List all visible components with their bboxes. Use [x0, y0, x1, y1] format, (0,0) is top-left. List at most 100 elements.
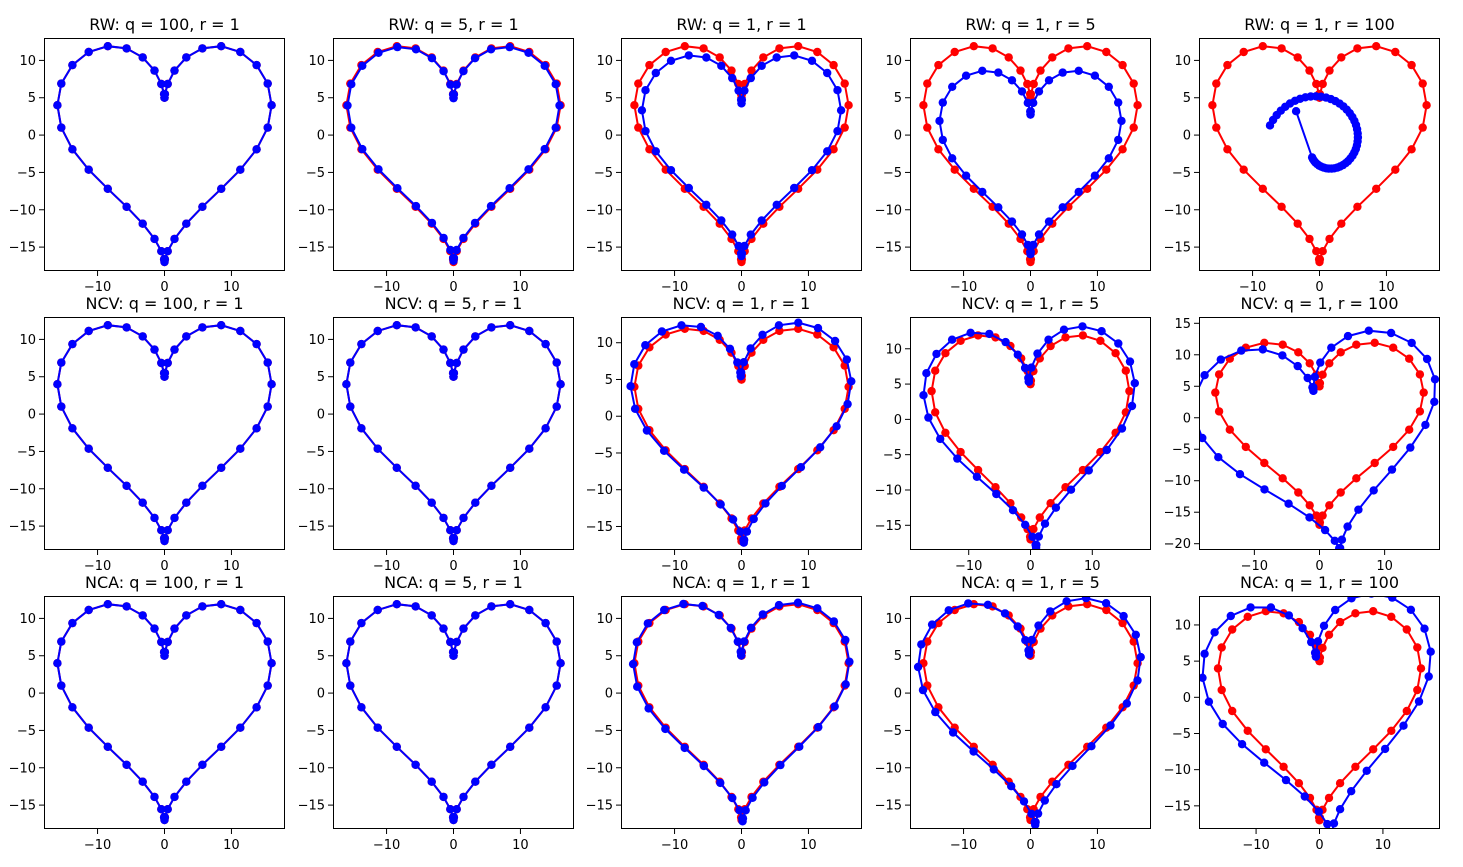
estimate-series-point: [446, 526, 455, 535]
estimate-series: [342, 600, 565, 825]
reference-series: [1213, 607, 1426, 825]
reference-series-point: [1217, 685, 1226, 695]
estimate-series-point: [57, 681, 66, 690]
estimate-series-point: [392, 463, 401, 472]
estimate-series-line: [345, 324, 562, 542]
estimate-series-point: [487, 323, 496, 332]
estimate-series-point: [541, 703, 550, 712]
estimate-series-point: [84, 444, 93, 453]
estimate-series-point: [506, 463, 515, 472]
reference-series-point: [1351, 762, 1360, 771]
reference-series-point: [1017, 513, 1026, 522]
reference-series-point: [1418, 123, 1427, 132]
reference-series-line: [56, 324, 273, 542]
estimate-series-point: [740, 86, 749, 95]
x-tick-label: −10: [1241, 559, 1268, 574]
estimate-series-point: [1420, 624, 1429, 633]
estimate-series-point: [471, 777, 480, 786]
y-tick-label: −15: [875, 241, 902, 256]
subplot-title: RW: q = 5, r = 1: [388, 15, 518, 34]
subplot-10: NCV: q = 1, r = 100 −10 0 10 15 10 5 0 −5 −10 −15 −…: [1164, 294, 1440, 574]
estimate-series-point: [541, 618, 550, 628]
estimate-series-point: [506, 742, 515, 751]
estimate-series-point: [651, 68, 660, 78]
estimate-series-point: [1131, 630, 1141, 639]
reference-series-point: [1413, 685, 1422, 695]
estimate-series-point: [138, 53, 147, 62]
estimate-series-line: [346, 46, 561, 261]
estimate-series-point: [427, 332, 436, 341]
reference-series-line: [56, 45, 273, 263]
estimate-series-point: [699, 761, 709, 771]
subplot-5: RW: q = 1, r = 100 −10 0 10 10 5 0 −5 −10 −15: [1164, 15, 1440, 295]
reference-series-point: [1029, 79, 1038, 89]
estimate-series-point: [525, 326, 534, 336]
x-tick-label: 0: [1026, 280, 1034, 295]
estimate-series-point: [487, 760, 496, 769]
reference-series-line: [922, 45, 1139, 263]
x-tick-label: 0: [449, 838, 457, 853]
y-tick-label: −15: [9, 520, 36, 535]
y-tick-label: −10: [1164, 203, 1191, 218]
estimate-series-point: [122, 760, 131, 769]
reference-series-point: [661, 47, 670, 57]
estimate-series-point: [1104, 154, 1114, 163]
estimate-series-point: [641, 86, 650, 95]
estimate-series-point: [1021, 636, 1030, 645]
subplot-title: NCV: q = 1, r = 5: [962, 294, 1100, 313]
estimate-series-point: [938, 135, 947, 145]
reference-series: [1211, 338, 1428, 529]
estimate-series-point: [1084, 466, 1094, 475]
estimate-series-point: [1081, 596, 1091, 603]
estimate-series-point: [1329, 819, 1339, 828]
reference-series-point: [1389, 343, 1398, 352]
estimate-series-point: [1320, 525, 1330, 535]
y-tick-label: 15: [1174, 317, 1191, 332]
estimate-series-point: [439, 792, 448, 802]
estimate-series-point: [1020, 520, 1030, 529]
y-tick-label: 5: [894, 91, 902, 106]
estimate-series-point: [1102, 445, 1112, 455]
subplot-title: RW: q = 100, r = 1: [89, 15, 240, 34]
estimate-series-line: [345, 603, 562, 821]
estimate-series-point: [170, 792, 179, 802]
estimate-series-point: [1335, 805, 1345, 814]
estimate-series-point: [358, 144, 367, 154]
estimate-series-point: [702, 53, 711, 62]
estimate-series-point: [1008, 506, 1018, 515]
estimate-series-point: [439, 624, 448, 633]
estimate-series-point: [552, 637, 561, 646]
estimate-series-point: [913, 662, 923, 672]
axes-frame: [333, 317, 574, 550]
estimate-series-point: [994, 203, 1003, 212]
y-tick-label: 5: [28, 649, 36, 664]
estimate-series-point: [983, 600, 993, 609]
x-tick-label: 0: [160, 559, 168, 574]
estimate-series-point: [150, 234, 159, 244]
estimate-series-point: [541, 339, 550, 349]
y-tick-label: −5: [594, 446, 613, 461]
reference-series-point: [1223, 145, 1232, 154]
estimate-series-point: [452, 80, 461, 89]
reference-series: [342, 600, 565, 825]
estimate-series-point: [1316, 358, 1325, 367]
estimate-series-point: [486, 45, 496, 54]
estimate-series-point: [813, 323, 823, 333]
estimate-series-point: [555, 101, 564, 110]
x-tick-label: 0: [737, 280, 745, 295]
estimate-series-point: [1062, 597, 1071, 606]
estimate-series-point: [843, 399, 852, 409]
estimate-series-point: [357, 703, 366, 712]
reference-series-point: [1318, 247, 1327, 256]
estimate-series-point: [446, 637, 455, 647]
estimate-series-point: [1007, 782, 1016, 791]
axes-frame: [333, 38, 574, 271]
estimate-series-point: [651, 147, 660, 156]
reference-series-point: [747, 66, 756, 75]
estimate-series-point: [150, 624, 159, 633]
y-tick-label: 10: [308, 612, 325, 627]
estimate-series-point: [459, 233, 468, 243]
estimate-series-point: [57, 637, 66, 646]
subplot-title: NCA: q = 1, r = 100: [1240, 573, 1399, 592]
estimate-series-point: [746, 344, 755, 353]
